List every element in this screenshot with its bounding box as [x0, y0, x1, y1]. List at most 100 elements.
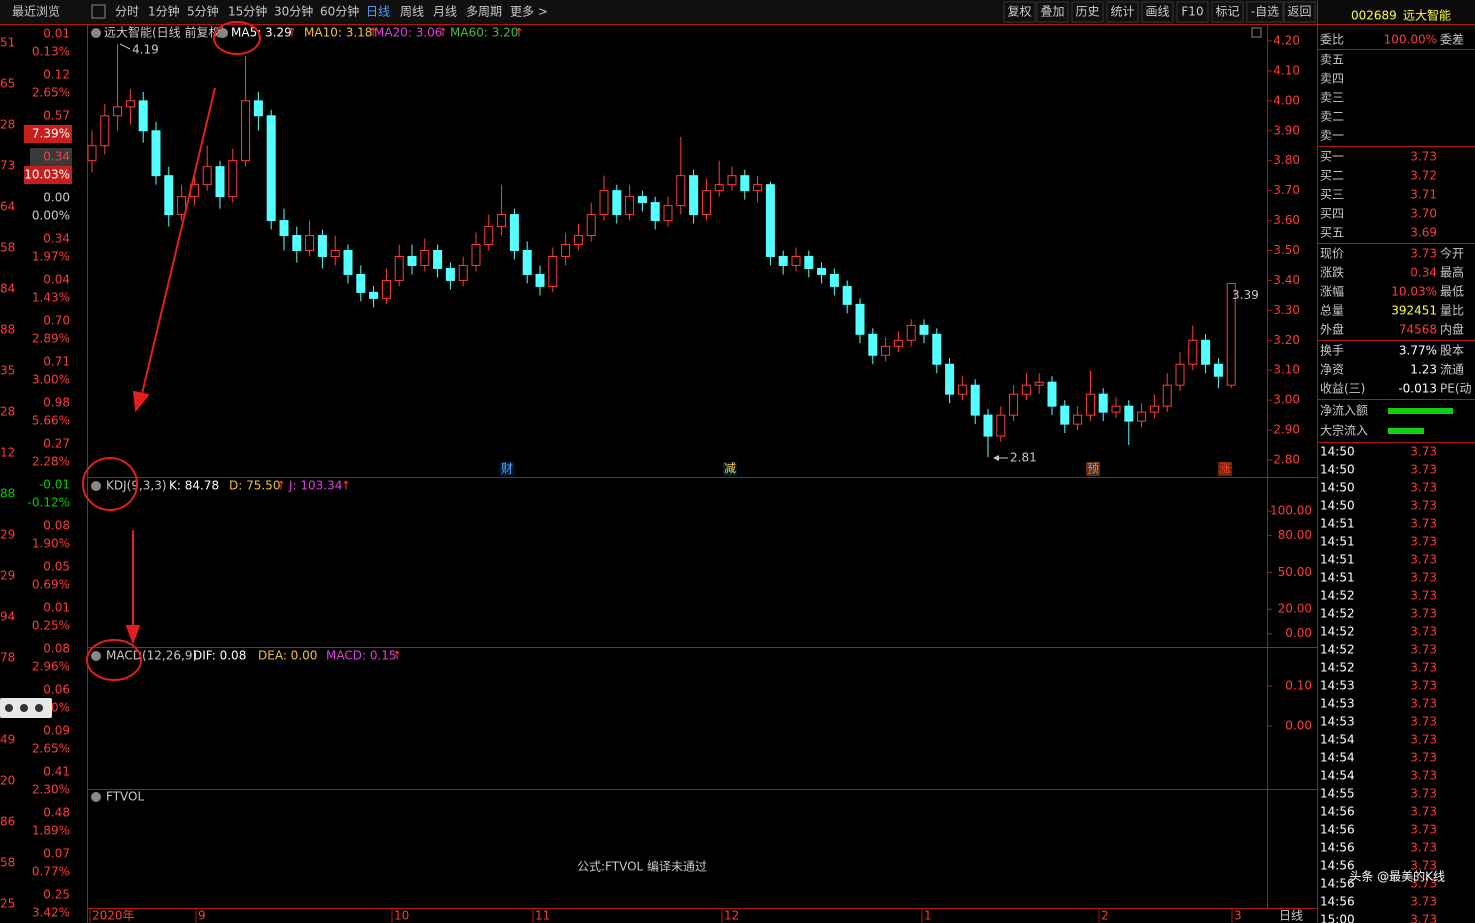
watch-code[interactable]: 84: [0, 282, 15, 296]
watch-code[interactable]: 25: [0, 897, 15, 911]
bid-label: 买五: [1320, 226, 1344, 240]
period-tab[interactable]: 日线: [366, 5, 390, 19]
recent-label[interactable]: 最近浏览: [12, 4, 60, 19]
candle-body: [791, 255, 801, 266]
watch-code[interactable]: 78: [0, 651, 15, 665]
watch-code[interactable]: 94: [0, 610, 15, 624]
watch-change: -0.01: [39, 478, 70, 492]
watch-code[interactable]: 51: [0, 36, 15, 50]
panel-toggle[interactable]: [218, 28, 228, 38]
tool-button[interactable]: 复权: [1007, 5, 1031, 19]
trade-price: 3.73: [1410, 553, 1437, 567]
stat-right: 流通: [1440, 363, 1464, 377]
tool-button-bg: [1283, 1, 1316, 23]
watch-pct: 2.65%: [32, 86, 70, 100]
trade-price: 3.73: [1410, 679, 1437, 693]
event-marker[interactable]: 减: [724, 462, 736, 476]
period-tab[interactable]: 1分钟: [148, 4, 180, 19]
candle-body: [727, 175, 737, 186]
user-annotations: [82, 21, 261, 681]
period-tab[interactable]: 15分钟: [228, 4, 267, 19]
watch-code[interactable]: 12: [0, 446, 15, 460]
tool-button[interactable]: F10: [1181, 5, 1203, 19]
tool-button[interactable]: -自选: [1251, 5, 1279, 19]
y-tick-label: 4.20: [1273, 33, 1300, 47]
watch-code[interactable]: 20: [0, 774, 15, 788]
tool-button[interactable]: 统计: [1110, 5, 1134, 19]
watch-code[interactable]: 73: [0, 159, 15, 173]
kdj-arrow: ↑: [341, 479, 351, 493]
watch-code[interactable]: 88: [0, 323, 15, 337]
ma-label: MA60: 3.20: [450, 26, 518, 40]
last-label: 3.39: [1232, 288, 1259, 302]
x-tick-label: 12: [724, 909, 739, 923]
candle-body: [765, 184, 775, 257]
event-marker[interactable]: 财: [501, 462, 513, 476]
panel-toggle[interactable]: [91, 651, 101, 661]
candle-body: [919, 324, 929, 335]
watch-code[interactable]: 29: [0, 528, 15, 542]
watch-code[interactable]: 35: [0, 364, 15, 378]
panel-toggle[interactable]: [91, 28, 101, 38]
y-tick-label: 3.10: [1273, 363, 1300, 377]
ma-label: MA5: 3.29: [231, 26, 292, 40]
candle-body: [535, 273, 545, 287]
panel-toggle[interactable]: [91, 481, 101, 491]
trade-price: 3.73: [1410, 823, 1437, 837]
trade-price: 3.73: [1410, 733, 1437, 747]
candle-body: [932, 333, 942, 365]
period-tab[interactable]: 月线: [433, 5, 457, 19]
tool-button[interactable]: 画线: [1145, 5, 1169, 19]
event-marker[interactable]: 涨: [1219, 461, 1231, 476]
period-tab[interactable]: 30分钟: [274, 4, 313, 19]
event-marker[interactable]: 预: [1087, 462, 1099, 476]
watch-code[interactable]: 49: [0, 733, 15, 747]
period-tab[interactable]: 多周期: [466, 5, 502, 19]
period-tab[interactable]: 5分钟: [187, 4, 219, 19]
y-tick-label: 0.10: [1285, 679, 1312, 693]
watch-code[interactable]: 58: [0, 856, 15, 870]
panel-toggle[interactable]: [91, 792, 101, 802]
period-tab[interactable]: 更多 >: [510, 5, 548, 19]
watch-code[interactable]: 65: [0, 77, 15, 91]
tool-button[interactable]: 叠加: [1040, 5, 1064, 19]
ma-arrow: ↑: [368, 26, 378, 40]
watch-pct: 5.66%: [32, 414, 70, 428]
watch-code[interactable]: 88: [0, 487, 15, 501]
period-tab[interactable]: 周线: [400, 5, 424, 19]
tool-button[interactable]: 返回: [1287, 5, 1311, 19]
watch-code[interactable]: 64: [0, 200, 15, 214]
watch-code[interactable]: 28: [0, 118, 15, 132]
y-tick-label: 0.00: [1285, 719, 1312, 733]
stat-label: 收益(三): [1320, 382, 1365, 396]
chart-title: 远大智能(日线 前复权): [104, 25, 225, 40]
candle-body: [945, 363, 955, 395]
bid-price: 3.70: [1410, 207, 1437, 221]
candle-body: [407, 255, 417, 266]
kdj-k: K: 84.78: [169, 479, 219, 493]
watch-pct: 2.30%: [32, 783, 70, 797]
trade-price: 3.73: [1410, 625, 1437, 639]
candle-body: [1149, 405, 1159, 413]
candle-body: [87, 145, 97, 162]
candle-body: [881, 345, 891, 356]
tool-button[interactable]: 历史: [1075, 5, 1099, 19]
candle-body: [1162, 384, 1172, 407]
candle-body: [957, 384, 967, 395]
watch-pct: 0.77%: [32, 865, 70, 879]
candle-body: [561, 244, 571, 257]
candle-body: [625, 196, 635, 216]
watch-code[interactable]: 29: [0, 569, 15, 583]
bid-label: 买一: [1320, 150, 1344, 164]
watch-code[interactable]: 28: [0, 405, 15, 419]
watch-code[interactable]: 86: [0, 815, 15, 829]
tool-button-bg: [1106, 1, 1139, 23]
period-tab[interactable]: 分时: [115, 5, 139, 19]
watch-code[interactable]: 58: [0, 241, 15, 255]
tool-button[interactable]: 标记: [1215, 5, 1239, 19]
candle-body: [228, 160, 238, 198]
panel-max[interactable]: [1251, 27, 1262, 38]
period-tab[interactable]: 60分钟: [320, 4, 359, 19]
